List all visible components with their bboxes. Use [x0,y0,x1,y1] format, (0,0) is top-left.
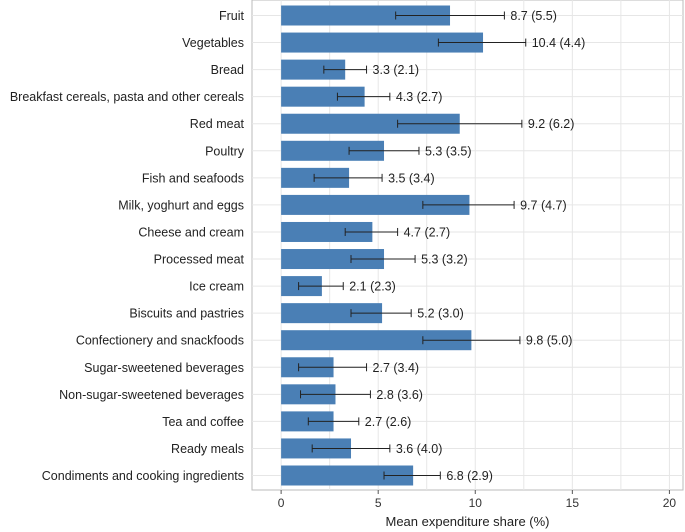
value-label: 9.8 (5.0) [526,334,573,348]
x-tick-labels-group: 0 5 10 15 20 [278,490,677,510]
x-tick-label: 20 [663,496,677,510]
bar [281,330,472,351]
category-label: Biscuits and pastries [129,307,244,321]
bar [281,194,470,215]
x-tick-label: 0 [278,496,285,510]
bar [281,5,451,26]
value-label: 3.6 (4.0) [396,442,443,456]
value-label: 3.3 (2.1) [373,63,420,77]
x-tick-label: 15 [566,496,580,510]
category-label: Breakfast cereals, pasta and other cerea… [10,90,244,104]
bar [281,86,365,107]
category-label: Fish and seafoods [142,171,244,185]
value-label: 4.3 (2.7) [396,90,443,104]
value-label: 2.7 (2.6) [365,415,412,429]
bar [281,249,385,270]
category-label: Vegetables [182,36,244,50]
value-label: 3.5 (3.4) [388,171,435,185]
error-bars-group [298,11,527,480]
category-label: Cheese and cream [138,225,244,239]
value-label: 9.7 (4.7) [520,198,567,212]
value-label: 6.8 (2.9) [446,469,493,483]
value-label: 8.7 (5.5) [510,9,557,23]
category-label: Confectionery and snackfoods [76,334,244,348]
category-label: Fruit [219,9,245,23]
bar [281,465,414,486]
value-labels-group: 8.7 (5.5) 10.4 (4.4) 3.3 (2.1) 4.3 (2.7) 9.2… [349,9,585,483]
plot-background [251,0,684,491]
category-label: Red meat [190,117,245,131]
bar [281,32,484,53]
bar [281,411,334,432]
bar [281,221,373,242]
category-label: Sugar-sweetened beverages [84,361,244,375]
value-label: 9.2 (6.2) [528,117,575,131]
category-label: Tea and coffee [162,415,244,429]
x-tick-label: 5 [375,496,382,510]
x-axis-title: Mean expenditure share (%) [385,514,549,529]
value-label: 5.2 (3.0) [417,307,464,321]
category-label: Ice cream [189,280,244,294]
value-label: 2.7 (3.4) [373,361,420,375]
value-label: 4.7 (2.7) [404,225,451,239]
bar [281,303,383,324]
bar [281,113,460,134]
bar [281,140,385,161]
bar [281,59,346,80]
x-tick-label: 10 [469,496,483,510]
category-label: Condiments and cooking ingredients [42,469,244,483]
category-label: Milk, yoghurt and eggs [118,198,244,212]
category-label: Poultry [205,144,245,158]
value-label: 5.3 (3.5) [425,144,472,158]
category-label: Bread [211,63,244,77]
category-label: Ready meals [171,442,244,456]
category-labels-group: Fruit Vegetables Bread Breakfast cereals, p… [10,9,245,483]
value-label: 2.1 (2.3) [349,280,396,294]
category-label: Processed meat [154,253,245,267]
value-label: 10.4 (4.4) [532,36,586,50]
bars-group [281,5,484,486]
category-label: Non-sugar-sweetened beverages [59,388,244,402]
value-label: 2.8 (3.6) [376,388,423,402]
value-label: 5.3 (3.2) [421,253,468,267]
